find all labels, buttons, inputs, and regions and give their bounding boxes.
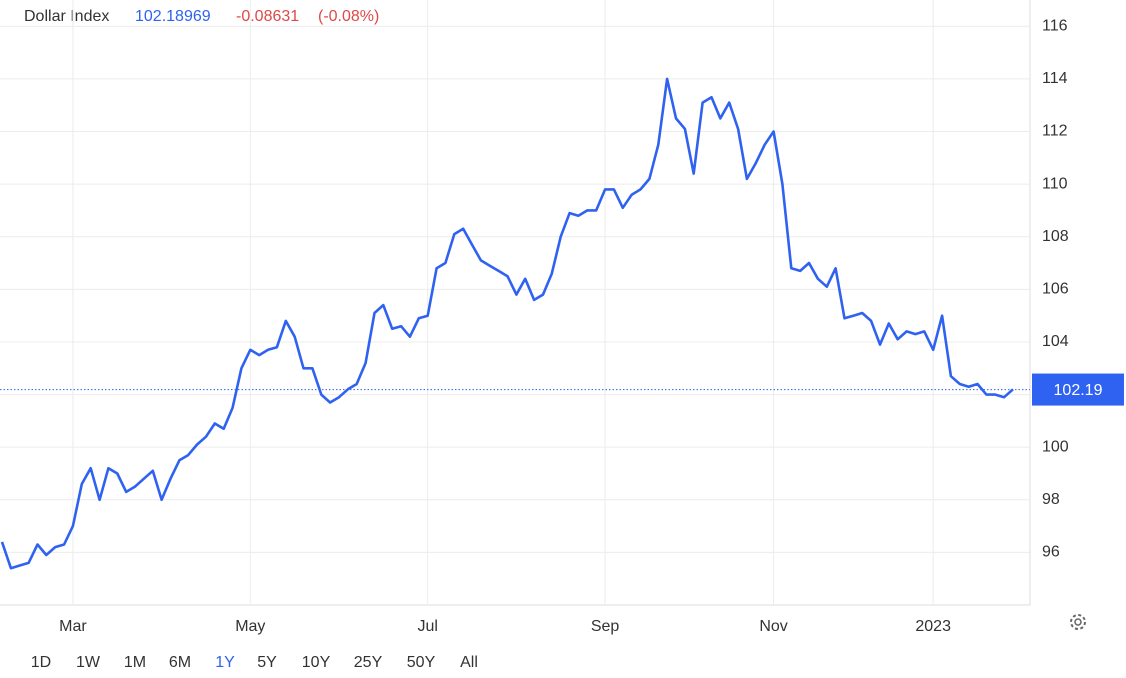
y-tick-label: 98 [1042, 491, 1060, 508]
y-tick-label: 112 [1042, 123, 1068, 140]
gear-hub[interactable] [1074, 618, 1082, 626]
y-tick-label: 110 [1042, 175, 1068, 192]
range-button[interactable]: 25Y [354, 654, 383, 671]
range-button[interactable]: 5Y [257, 654, 277, 671]
x-tick-label: Sep [591, 618, 620, 635]
y-tick-label: 106 [1042, 281, 1069, 298]
range-button[interactable]: 1Y [215, 654, 235, 671]
y-tick-label: 114 [1042, 70, 1068, 87]
range-button[interactable]: 6M [169, 654, 191, 671]
last-value: 102.18969 [135, 8, 211, 25]
range-button[interactable]: 10Y [302, 654, 331, 671]
x-tick-label: Jul [417, 618, 437, 635]
y-tick-label: 108 [1042, 228, 1069, 245]
last-price-box [1032, 373, 1124, 406]
data-line [0, 77, 1014, 570]
y-tick-label: 116 [1042, 18, 1068, 35]
range-button[interactable]: 50Y [407, 654, 436, 671]
range-button[interactable]: 1D [31, 654, 51, 671]
settings-icon[interactable] [1070, 614, 1086, 630]
x-tick-label: May [235, 618, 265, 635]
change: -0.08631 [236, 8, 299, 25]
gear[interactable] [1070, 614, 1086, 630]
x-tick-label: Nov [759, 618, 787, 635]
range-button[interactable]: 1W [76, 654, 101, 671]
x-tick-label: 2023 [915, 618, 951, 635]
last-price-label: 102.19 [1054, 382, 1103, 399]
change-pct: (-0.08%) [318, 8, 379, 25]
chart-title: Dollar Index [24, 8, 109, 25]
y-tick-label: 96 [1042, 544, 1060, 561]
x-tick-label: Mar [59, 618, 87, 635]
y-tick-label: 104 [1042, 333, 1069, 350]
range-button[interactable]: 1M [124, 654, 146, 671]
range-button[interactable]: All [460, 654, 478, 671]
y-tick-label: 100 [1042, 438, 1069, 455]
